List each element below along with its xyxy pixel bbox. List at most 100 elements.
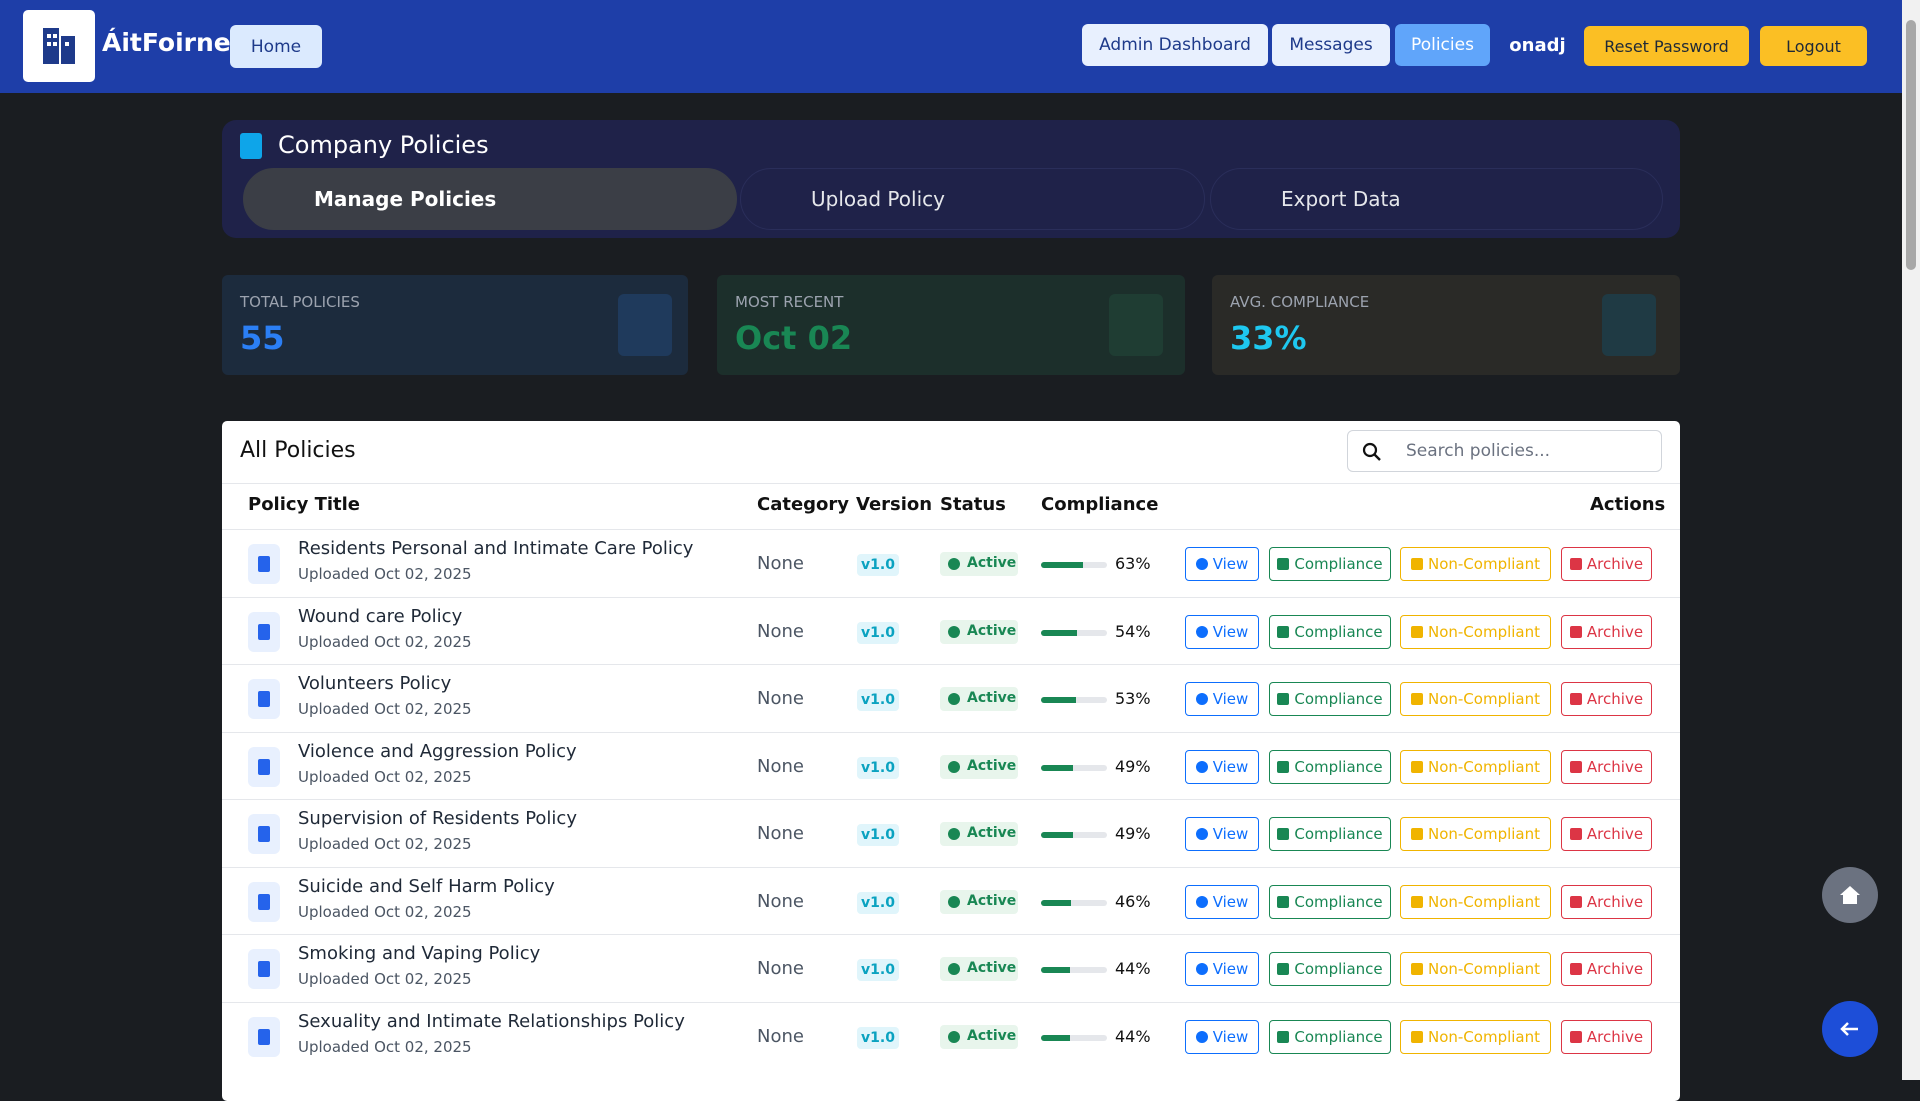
status-label: Active	[967, 892, 1017, 909]
action-icon	[1410, 895, 1423, 908]
stat-label: MOST RECENT	[735, 293, 844, 311]
action-button[interactable]: View	[1185, 749, 1259, 784]
logo-icon	[43, 28, 75, 64]
action-icon	[1195, 1030, 1208, 1043]
tab[interactable]: Manage Policies	[243, 168, 737, 230]
stat-value: 55	[240, 319, 285, 357]
action-button[interactable]: Compliance	[1269, 547, 1391, 581]
action-label: Compliance	[1294, 757, 1383, 776]
action-button[interactable]: View	[1185, 884, 1259, 919]
action-label: Archive	[1586, 825, 1644, 843]
action-button[interactable]: Compliance	[1269, 817, 1391, 851]
action-button[interactable]: View	[1185, 1019, 1259, 1054]
action-icon	[1195, 963, 1208, 975]
action-button[interactable]: Non-Compliant	[1400, 682, 1551, 716]
action-label: Non-Compliant	[1427, 960, 1541, 978]
column-header: Status	[940, 494, 1006, 515]
action-button[interactable]: Archive	[1561, 682, 1652, 716]
policy-title: Supervision of Residents Policy	[298, 808, 577, 829]
status-dot	[948, 828, 960, 840]
search-placeholder: Search policies...	[1406, 441, 1551, 461]
action-icon	[1277, 895, 1290, 908]
action-button[interactable]: Archive	[1561, 614, 1652, 649]
action-button[interactable]: Compliance	[1269, 682, 1391, 716]
action-icon	[1410, 693, 1423, 705]
table-row: Supervision of Residents Policy Uploaded …	[222, 799, 1680, 867]
action-button[interactable]: View	[1185, 952, 1259, 986]
tab[interactable]: Upload Policy	[740, 168, 1205, 230]
action-button[interactable]: Archive	[1561, 952, 1652, 986]
status-badge: Active	[940, 619, 1018, 644]
uploaded-date: Uploaded Oct 02, 2025	[298, 1037, 472, 1056]
stat-value: 33%	[1230, 319, 1307, 357]
action-button[interactable]: Compliance	[1269, 749, 1391, 784]
action-icon	[1569, 558, 1582, 570]
action-button[interactable]: Compliance	[1269, 1019, 1391, 1054]
brand[interactable]: ÁitFoirne	[102, 28, 231, 57]
action-button[interactable]: Non-Compliant	[1400, 614, 1551, 649]
home-fab[interactable]	[1822, 867, 1878, 923]
compliance-bar	[1041, 967, 1071, 973]
compliance-label: 44%	[1115, 959, 1151, 978]
action-button[interactable]: View	[1185, 682, 1259, 716]
logout[interactable]: Logout	[1760, 26, 1867, 66]
action-button[interactable]: Archive	[1561, 1019, 1652, 1054]
action-label: Compliance	[1294, 622, 1383, 641]
action-icon	[1277, 1030, 1290, 1043]
stat-value: Oct 02	[735, 319, 853, 357]
action-label: Archive	[1586, 960, 1644, 978]
user[interactable]: onadj	[1500, 24, 1575, 66]
back-fab[interactable]	[1822, 1001, 1878, 1057]
action-label: Compliance	[1294, 690, 1383, 708]
action-button[interactable]: Compliance	[1269, 952, 1391, 986]
action-button[interactable]: View	[1185, 817, 1259, 851]
action-icon	[1410, 828, 1423, 840]
nav-label: Admin Dashboard	[1099, 35, 1251, 55]
action-button[interactable]: Non-Compliant	[1400, 1019, 1551, 1054]
version-badge: v1.0	[857, 891, 899, 914]
file-icon-glyph	[258, 623, 270, 640]
action-button[interactable]: View	[1185, 614, 1259, 649]
nav-admin[interactable]: Admin Dashboard	[1082, 24, 1268, 66]
action-button[interactable]: Non-Compliant	[1400, 952, 1551, 986]
stat-card: TOTAL POLICIES 55	[222, 275, 688, 375]
reset-password[interactable]: Reset Password	[1584, 26, 1749, 66]
file-icon-glyph	[258, 961, 270, 977]
action-icon	[1195, 895, 1208, 908]
action-icon	[1410, 558, 1423, 570]
action-button[interactable]: Non-Compliant	[1400, 817, 1551, 851]
action-button[interactable]: Archive	[1561, 749, 1652, 784]
table-title: All Policies	[240, 438, 356, 463]
logo[interactable]	[23, 10, 95, 82]
action-button[interactable]: Archive	[1561, 884, 1652, 919]
home-icon	[1840, 886, 1860, 904]
compliance-bar	[1041, 562, 1083, 568]
scroll-thumb[interactable]	[1906, 20, 1916, 270]
action-button[interactable]: Non-Compliant	[1400, 884, 1551, 919]
search-box[interactable]: Search policies...	[1347, 430, 1662, 472]
scrollbar[interactable]	[1902, 0, 1920, 1080]
action-button[interactable]: Archive	[1561, 817, 1652, 851]
nav-messages[interactable]: Messages	[1272, 24, 1390, 66]
action-button[interactable]: Archive	[1561, 547, 1652, 581]
action-icon	[1410, 963, 1423, 975]
category: None	[757, 553, 804, 574]
action-label: Archive	[1586, 892, 1644, 911]
tab-label: Export Data	[1281, 187, 1401, 211]
column-header: Version	[856, 494, 933, 515]
action-label: Compliance	[1294, 960, 1383, 978]
action-button[interactable]: Compliance	[1269, 614, 1391, 649]
file-icon-glyph	[258, 826, 270, 842]
nav-policies[interactable]: Policies	[1395, 24, 1490, 66]
compliance-bar	[1041, 1034, 1071, 1041]
category: None	[757, 890, 804, 912]
action-button[interactable]: Compliance	[1269, 884, 1391, 919]
category: None	[757, 620, 804, 642]
action-button[interactable]: Non-Compliant	[1400, 749, 1551, 784]
home-button[interactable]: Home	[230, 25, 322, 68]
action-button[interactable]: View	[1185, 547, 1259, 581]
action-button[interactable]: Non-Compliant	[1400, 547, 1551, 581]
tab[interactable]: Export Data	[1210, 168, 1663, 230]
book-icon	[240, 133, 262, 159]
